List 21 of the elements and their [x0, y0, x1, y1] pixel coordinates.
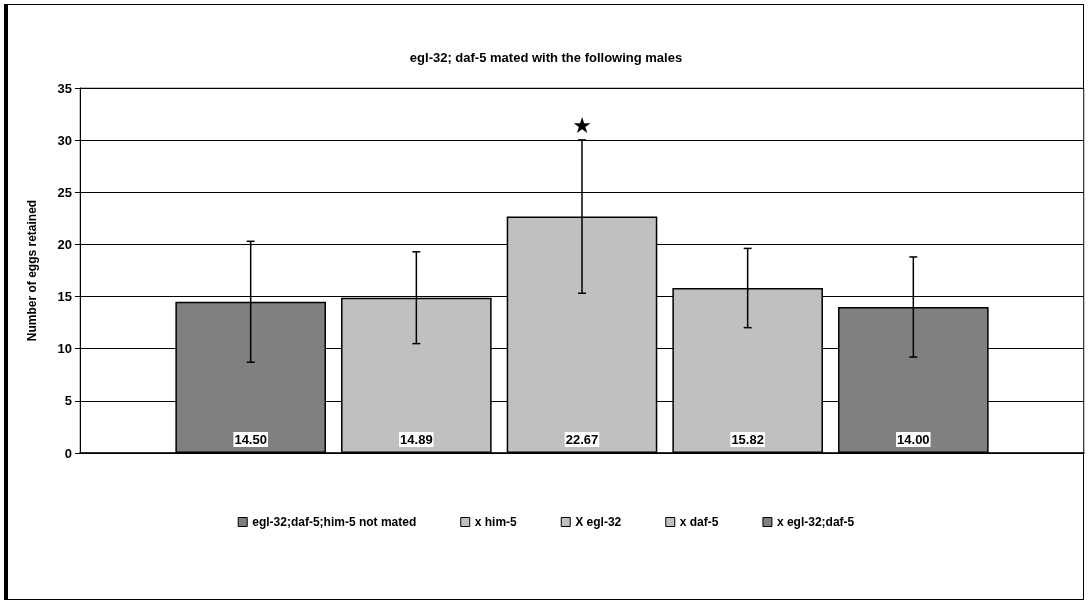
legend-label: x daf-5 — [679, 515, 719, 529]
annotation: ★ — [572, 113, 592, 139]
y-tick-label: 15 — [57, 289, 72, 305]
y-tick-label: 25 — [57, 184, 72, 200]
legend-label: egl-32;daf-5;him-5 not mated — [252, 515, 417, 529]
y-axis-title: Number of eggs retained — [25, 199, 39, 342]
y-tick-label: 30 — [57, 132, 72, 148]
y-tick-label: 20 — [57, 236, 72, 252]
data-label: 15.82 — [731, 432, 764, 447]
legend-label: x egl-32;daf-5 — [776, 515, 855, 529]
y-tick-label: 0 — [64, 445, 72, 461]
legend-label: X egl-32 — [575, 515, 622, 529]
y-tick-label: 35 — [57, 80, 72, 96]
chart-title: egl-32; daf-5 mated with the following males — [409, 50, 683, 65]
data-label: 14.89 — [400, 432, 433, 447]
data-label: 22.67 — [565, 432, 599, 447]
y-tick-label: 10 — [57, 341, 72, 357]
legend-label: x him-5 — [474, 515, 518, 529]
data-label: 14.00 — [897, 432, 930, 447]
y-tick-label: 5 — [64, 393, 72, 409]
data-label: 14.50 — [234, 432, 267, 447]
